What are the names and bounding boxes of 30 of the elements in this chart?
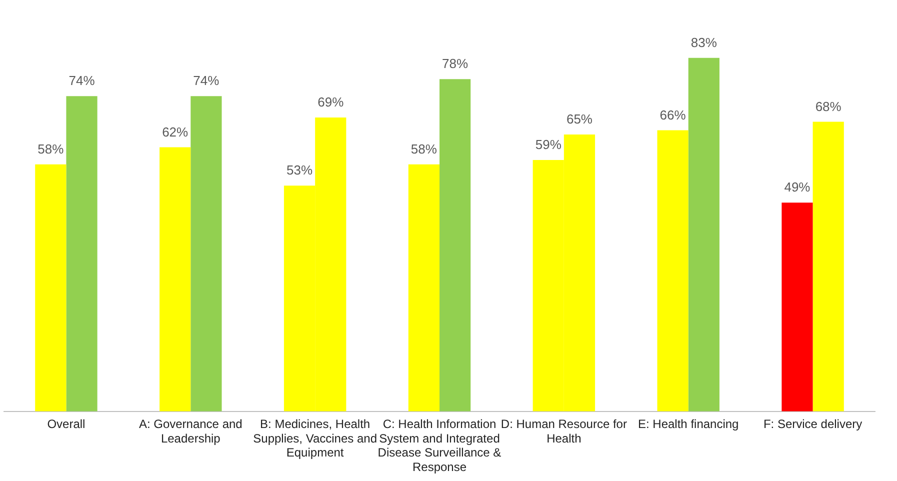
x-tick-label: D: Human Resource for Health	[500, 416, 627, 446]
data-label: 69%	[318, 94, 344, 110]
data-label: 68%	[815, 98, 842, 114]
bar	[408, 164, 440, 412]
data-label: 65%	[566, 112, 593, 127]
data-label: 83%	[690, 34, 718, 50]
x-tick-label: B: Medicines, Health Supplies, Vaccines and Equipment	[253, 416, 377, 460]
data-label: 53%	[286, 162, 313, 178]
data-label: 62%	[162, 124, 189, 140]
x-tick-label: A: Governance and Leadership	[138, 416, 242, 446]
bar	[35, 164, 66, 412]
bar	[160, 147, 191, 412]
bar	[688, 58, 720, 412]
x-tick-label: Overall	[47, 416, 86, 431]
data-label: 59%	[535, 137, 562, 152]
x-tick-label: C: Health Information System and Integrated Disease Surveillance & Response	[378, 416, 502, 474]
bar	[440, 79, 471, 412]
bar	[782, 202, 813, 412]
data-label: 66%	[660, 107, 686, 122]
x-tick-label: F: Service delivery	[763, 416, 862, 431]
data-label: 58%	[38, 141, 64, 156]
data-label: 78%	[442, 56, 468, 72]
data-label: 74%	[193, 73, 220, 88]
bar	[66, 96, 98, 412]
data-label: 74%	[68, 73, 96, 88]
data-label: 49%	[784, 180, 811, 195]
x-tick-label: E: Health financing	[638, 416, 739, 431]
bar	[190, 96, 222, 412]
data-label: 58%	[410, 141, 438, 156]
bar	[657, 130, 688, 412]
